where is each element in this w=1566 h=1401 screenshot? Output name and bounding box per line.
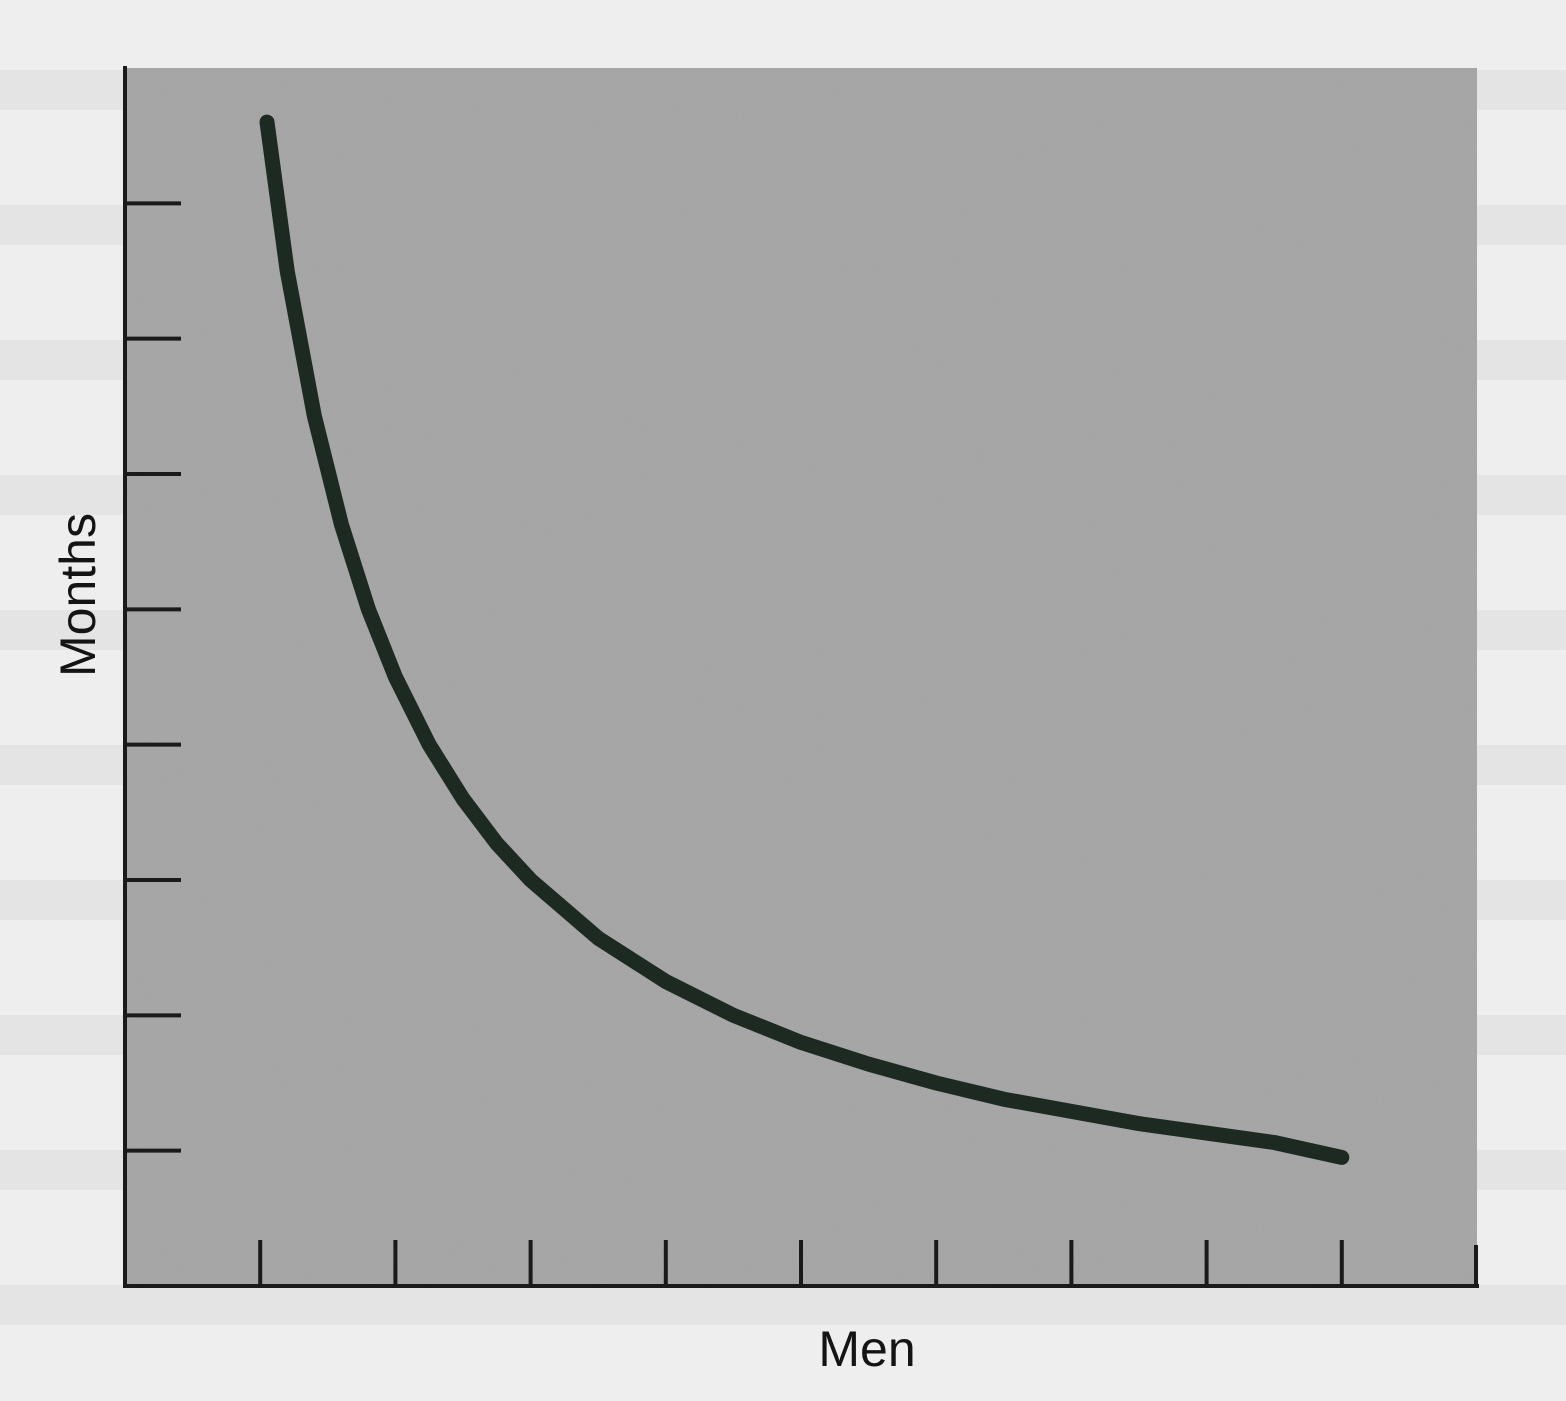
x-ticks — [258, 1240, 1344, 1288]
plot-area — [125, 68, 1477, 1286]
y-ticks — [123, 201, 181, 1153]
series-line — [259, 114, 1350, 1165]
x-axis-label: Men — [818, 1321, 915, 1377]
y-axis-label: Months — [50, 513, 106, 677]
